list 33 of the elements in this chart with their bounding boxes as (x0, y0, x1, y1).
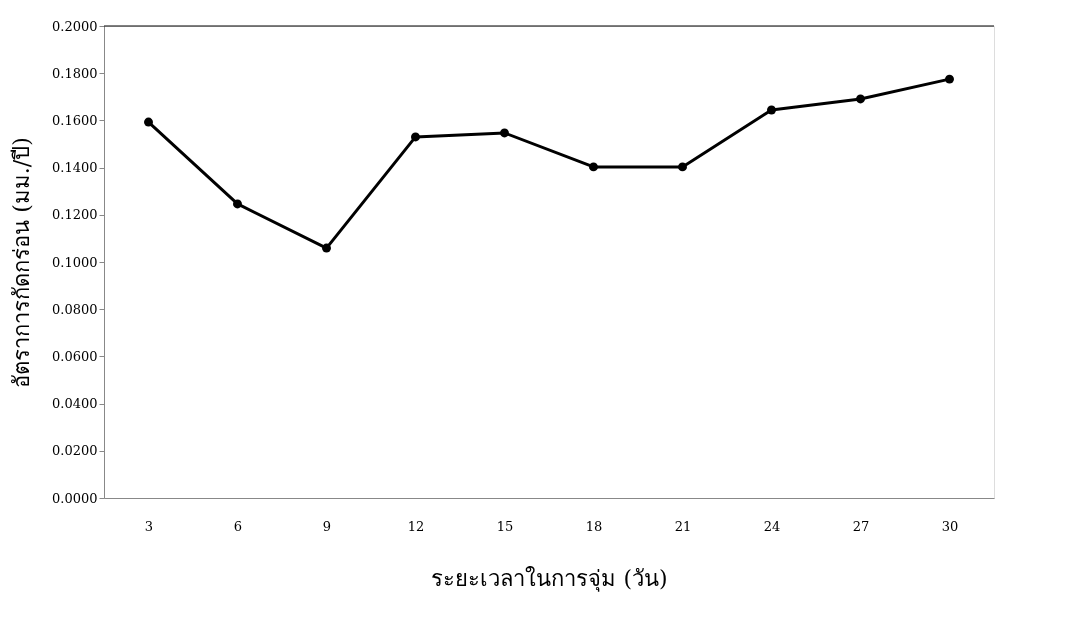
x-tick-label: 12 (407, 518, 425, 534)
y-tick-label: 0.0800 (52, 301, 98, 317)
point (233, 199, 242, 209)
y-tick-label: 0.0400 (52, 396, 98, 412)
point (500, 128, 509, 138)
y-tick-label: 0.0200 (52, 443, 98, 459)
x-tick-label: 27 (852, 518, 870, 534)
y-tick-label: 0.1800 (52, 65, 98, 81)
point (144, 117, 153, 127)
y-axis-title: อัตราการกัดกร่อน (มม./ปี) (9, 137, 35, 388)
x-tick-label: 30 (941, 518, 959, 534)
y-tick-label: 0.1600 (52, 112, 98, 128)
x-tick-label: 6 (233, 518, 243, 534)
x-tick-label: 21 (674, 518, 692, 534)
point (322, 243, 331, 253)
point (945, 74, 954, 84)
x-axis-title: ระยะเวลาในการจุ่ม (วัน) (431, 565, 668, 592)
point (411, 132, 420, 142)
x-tick-label: 3 (144, 518, 154, 534)
y-tick-label: 0.0000 (52, 490, 98, 506)
x-tick-label: 18 (585, 518, 603, 534)
point (856, 94, 865, 104)
point (678, 162, 687, 172)
y-tick-label: 0.1000 (52, 254, 98, 270)
y-tick-label: 0.1400 (52, 160, 98, 176)
point (589, 162, 598, 172)
x-tick-label: 15 (496, 518, 514, 534)
y-tick-label: 0.2000 (52, 18, 98, 34)
x-tick-label: 9 (322, 518, 332, 534)
y-tick-label: 0.0600 (52, 348, 98, 364)
y-tick-label: 0.1200 (52, 207, 98, 223)
point (767, 105, 776, 115)
x-tick-label: 24 (763, 518, 781, 534)
